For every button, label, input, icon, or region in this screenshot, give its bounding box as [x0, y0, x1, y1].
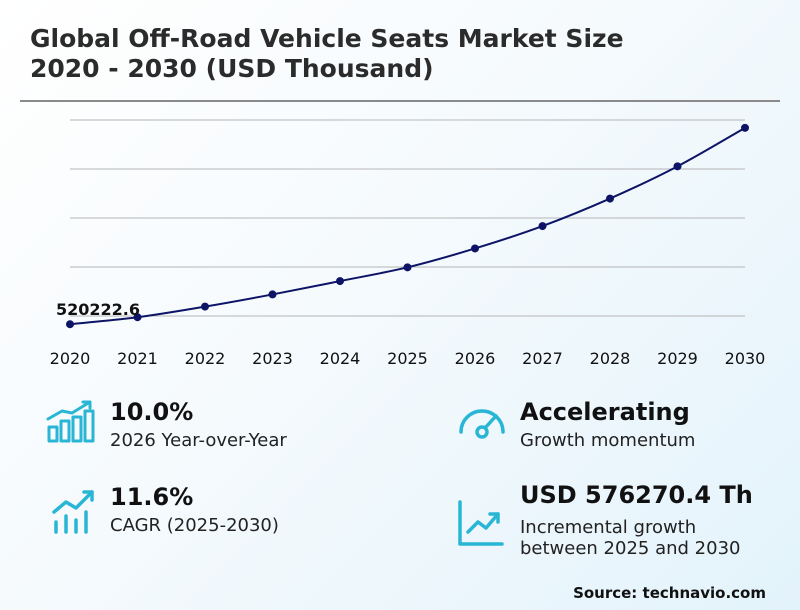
series-line [69, 126, 746, 326]
stat-incremental: USD 576270.4 Th Incremental growth betwe… [520, 481, 753, 559]
data-point-2027 [538, 222, 547, 231]
title-line-2: 2020 - 2030 (USD Thousand) [30, 54, 434, 83]
stat-incremental-label-1: Incremental growth [520, 517, 697, 538]
data-point-2028 [606, 194, 614, 203]
bar-chart-growth-icon [46, 400, 95, 443]
x-tick-label-2022: 2022 [185, 349, 226, 368]
line-chart-growth-icon [458, 500, 504, 546]
x-tick-label-2020: 2020 [50, 349, 91, 368]
data-point-2022 [201, 302, 209, 311]
trend-bars-icon [52, 490, 94, 534]
stat-incremental-label-2: between 2025 and 2030 [520, 538, 741, 559]
line-chart: 2020 2021 2022 2023 2024 2025 2026 2027 2028 2029… [50, 119, 766, 368]
chart-title: Global Off-Road Vehicle Seats Market Siz… [30, 24, 770, 84]
source-credit: Source: technavio.com [573, 584, 766, 602]
data-point-2021 [133, 313, 142, 322]
data-point-2024 [336, 277, 344, 286]
stat-yoy-value: 10.0% [110, 398, 194, 426]
x-tick-label-2024: 2024 [320, 349, 361, 368]
data-point-2026 [471, 244, 479, 253]
x-tick-label-2025: 2025 [387, 349, 428, 368]
stat-momentum-value: Accelerating [520, 398, 690, 426]
stat-momentum-label: Growth momentum [520, 430, 696, 451]
data-points [66, 123, 749, 329]
speedometer-icon [459, 409, 505, 439]
data-point-2023 [268, 290, 277, 299]
x-tick-label-2026: 2026 [455, 349, 496, 368]
x-tick-label-2028: 2028 [590, 349, 631, 368]
data-label-2020: 520222.6 [56, 300, 140, 319]
title-line-1: Global Off-Road Vehicle Seats Market Siz… [30, 24, 624, 53]
stat-cagr: 11.6% CAGR (2025-2030) [110, 483, 279, 536]
data-point-2029 [673, 162, 682, 171]
stat-incremental-value: USD 576270.4 Th [520, 481, 753, 509]
stat-yoy: 10.0% 2026 Year-over-Year [110, 398, 287, 451]
annotations: 520222.6 [56, 300, 140, 319]
x-tick-label-2023: 2023 [252, 349, 293, 368]
x-tick-labels: 2020 2021 2022 2023 2024 2025 2026 2027 2028 2029… [50, 349, 766, 368]
title-divider [20, 100, 780, 102]
data-point-2030 [741, 123, 749, 132]
stat-yoy-label: 2026 Year-over-Year [110, 430, 287, 451]
x-tick-label-2030: 2030 [725, 349, 766, 368]
data-point-2025 [403, 263, 412, 272]
stat-momentum: Accelerating Growth momentum [520, 398, 695, 451]
stat-cagr-label: CAGR (2025-2030) [110, 515, 279, 536]
data-point-2020 [66, 320, 74, 329]
x-tick-label-2021: 2021 [117, 349, 158, 368]
grid-lines [70, 119, 745, 317]
x-tick-label-2029: 2029 [657, 349, 698, 368]
stat-cagr-value: 11.6% [110, 483, 194, 511]
x-tick-label-2027: 2027 [522, 349, 563, 368]
